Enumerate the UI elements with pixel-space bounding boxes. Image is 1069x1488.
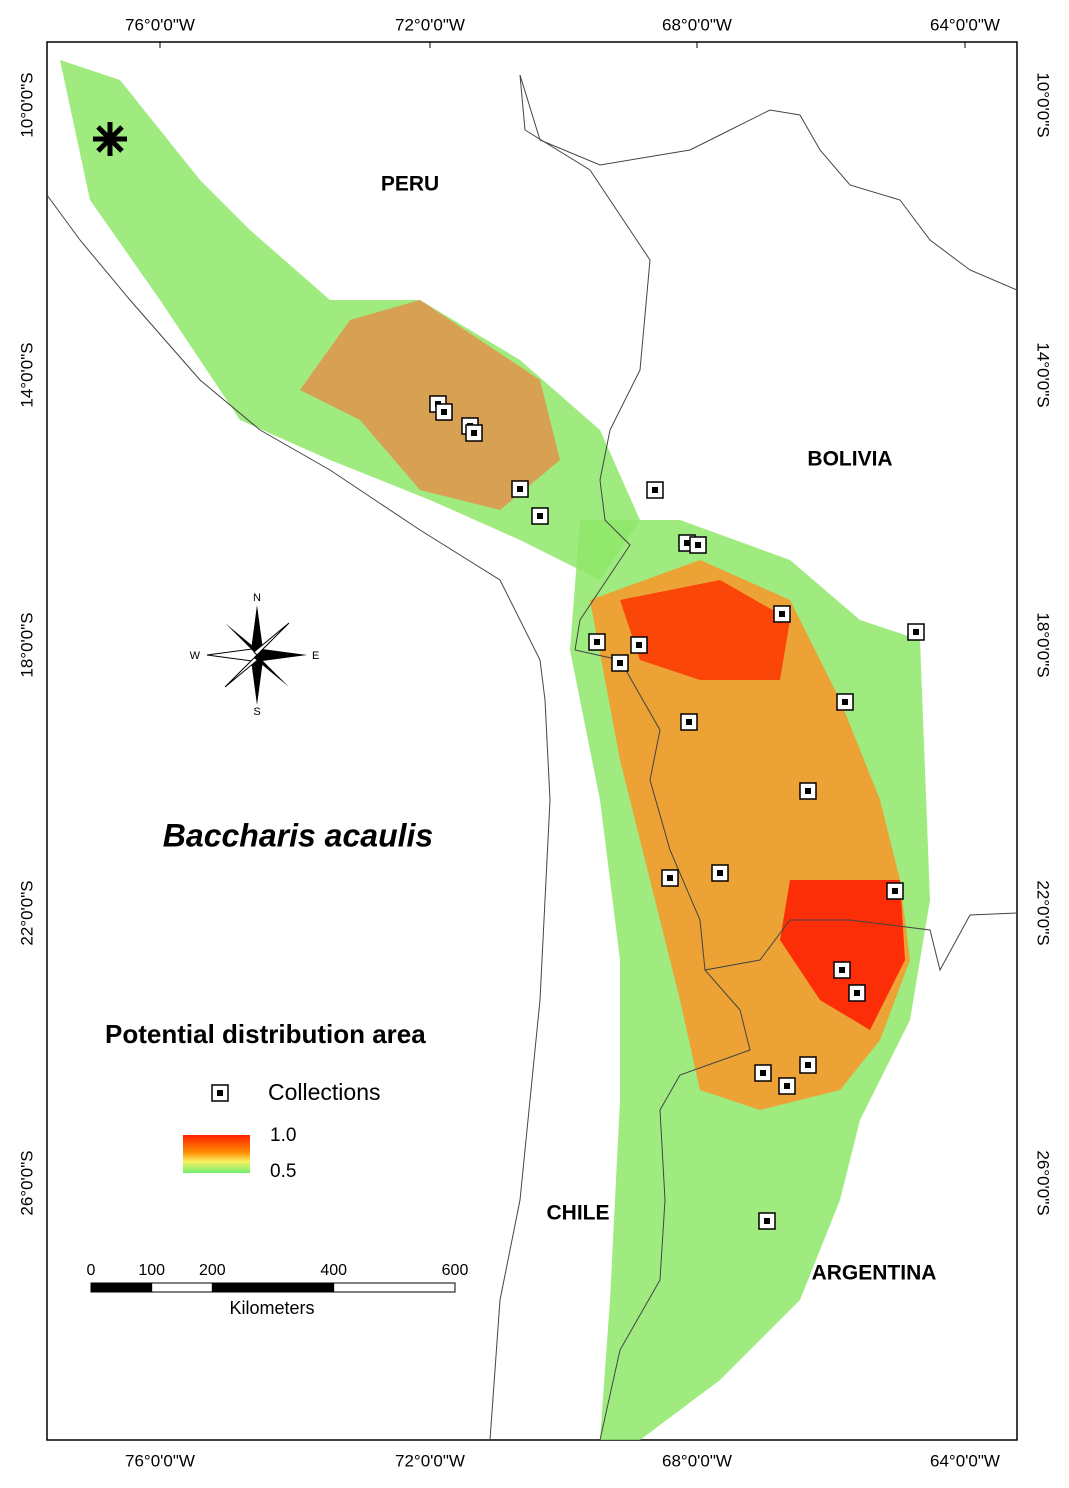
legend-title: Potential distribution area: [105, 1019, 426, 1049]
collection-dot: [764, 1218, 770, 1224]
scale-label: 600: [442, 1262, 469, 1279]
borders: [46, 74, 1018, 1441]
latitude-label: 10°0'0"S: [1034, 72, 1053, 137]
scale-label: 400: [320, 1262, 347, 1279]
scale-label: 200: [199, 1262, 226, 1279]
collection-dot: [717, 870, 723, 876]
collection-dot: [779, 611, 785, 617]
latitude-label: 14°0'0"S: [17, 342, 36, 407]
collection-dot: [839, 967, 845, 973]
collection-dot: [784, 1083, 790, 1089]
country-label: ARGENTINA: [812, 1262, 937, 1285]
compass: N S E W: [190, 592, 320, 718]
compass-label: W: [190, 650, 201, 662]
legend-label: Collections: [268, 1079, 381, 1105]
longitude-label: 76°0'0"W: [125, 1451, 195, 1470]
longitude-label: 76°0'0"W: [125, 15, 195, 34]
collection-dot: [684, 540, 690, 546]
scale-segment: [212, 1283, 334, 1292]
collections: [429, 395, 925, 1230]
collection-dot: [652, 487, 658, 493]
compass-label: S: [253, 706, 260, 718]
collection-dot: [686, 719, 692, 725]
longitude-label: 68°0'0"W: [662, 15, 732, 34]
marker-star: [93, 122, 127, 156]
collection-dot: [695, 542, 701, 548]
legend-label: 1.0: [270, 1125, 296, 1146]
legend-symbol: [217, 1090, 223, 1096]
compass-label: N: [253, 592, 261, 604]
compass-label: E: [312, 650, 319, 662]
collection-dot: [805, 1062, 811, 1068]
latitude-label: 22°0'0"S: [17, 880, 36, 945]
collection-dot: [892, 888, 898, 894]
collection-dot: [441, 409, 447, 415]
species-title: Baccharis acaulis: [163, 817, 433, 853]
scale-unit: Kilometers: [229, 1298, 314, 1318]
latitude-label: 18°0'0"S: [17, 612, 36, 677]
collection-dot: [760, 1070, 766, 1076]
collection-dot: [537, 513, 543, 519]
latitude-label: 26°0'0"S: [1034, 1150, 1053, 1215]
longitude-label: 72°0'0"W: [395, 1451, 465, 1470]
scale-bar: 0 100 200 400 600: [87, 1262, 469, 1293]
latitude-label: 26°0'0"S: [17, 1150, 36, 1215]
collection-dot: [854, 990, 860, 996]
collection-dot: [842, 699, 848, 705]
longitude-label: 64°0'0"W: [930, 1451, 1000, 1470]
collection-dot: [594, 639, 600, 645]
collection-dot: [913, 629, 919, 635]
legend-ramp: [183, 1135, 250, 1173]
collection-dot: [517, 486, 523, 492]
latitude-label: 22°0'0"S: [1034, 880, 1053, 945]
legend-label: 0.5: [270, 1161, 296, 1182]
latitude-label: 10°0'0"S: [17, 72, 36, 137]
scale-segment: [91, 1283, 152, 1292]
collection-dot: [636, 642, 642, 648]
longitude-label: 68°0'0"W: [662, 1451, 732, 1470]
collection-dot: [471, 430, 477, 436]
latitude-label: 14°0'0"S: [1034, 342, 1053, 407]
collection-dot: [617, 660, 623, 666]
longitude-label: 64°0'0"W: [930, 15, 1000, 34]
scale-label: 100: [138, 1262, 165, 1279]
collection-dot: [667, 875, 673, 881]
country-label: BOLIVIA: [807, 448, 892, 471]
country-label: CHILE: [547, 1202, 610, 1225]
scale-label: 0: [87, 1262, 96, 1279]
latitude-label: 18°0'0"S: [1034, 612, 1053, 677]
longitude-label: 72°0'0"W: [395, 15, 465, 34]
country-label: PERU: [381, 173, 439, 196]
collection-dot: [805, 788, 811, 794]
